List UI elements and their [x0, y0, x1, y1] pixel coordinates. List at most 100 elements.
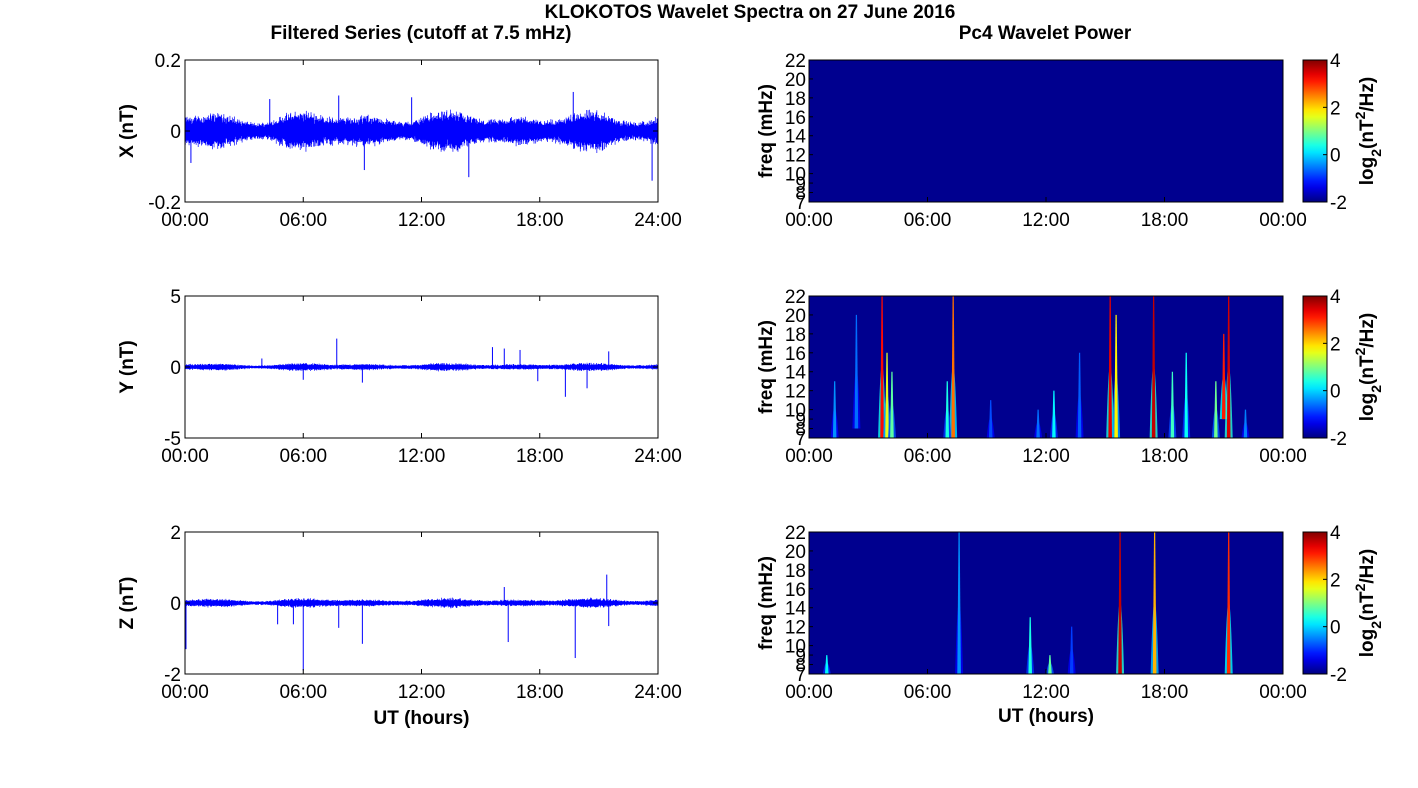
y-tick-label: 20: [785, 70, 806, 91]
y-tick-label: 0: [170, 358, 181, 379]
x-tick-label: 00:00: [785, 682, 833, 703]
y-tick-label: 16: [785, 108, 806, 129]
x-tick-label: 00:00: [161, 210, 209, 231]
x-tick-label: 18:00: [516, 682, 564, 703]
streak-core: [1151, 296, 1156, 438]
streak-core: [1028, 617, 1032, 674]
series-panel-y: -5 0 5 00:00 06:00 12:00 18:00 24:00 Y (nT): [117, 287, 682, 467]
x-tick-label: 12:00: [1022, 682, 1070, 703]
streak-core: [1069, 626, 1074, 674]
colorbar-tick-label: 0: [1330, 146, 1341, 167]
y-tick-label: 12: [785, 146, 806, 167]
streak-core: [1048, 655, 1052, 674]
x-tick-label: 06:00: [904, 682, 952, 703]
x-axis-label: UT (hours): [998, 706, 1094, 727]
y-tick-label: 12: [785, 382, 806, 403]
streak-core: [1152, 532, 1157, 674]
colorbar-tick-label: 0: [1330, 618, 1341, 639]
y-axis-label: freq (mHz): [756, 556, 777, 650]
right-column-title: Pc4 Wavelet Power: [959, 23, 1132, 44]
x-tick-label: 06:00: [279, 446, 327, 467]
streak-core: [1036, 409, 1040, 438]
colorbar-gradient: [1302, 295, 1328, 439]
colorbar: -2 0 2 4 log2(nT2/Hz): [1302, 287, 1384, 450]
y-tick-label: 20: [785, 306, 806, 327]
x-tick-label: 24:00: [634, 682, 682, 703]
colorbar-tick-label: 4: [1330, 523, 1341, 544]
y-tick-label: 8: [795, 184, 806, 205]
y-tick-label: 9: [795, 646, 806, 667]
colorbar-tick-label: 2: [1330, 570, 1341, 591]
streak-core: [1052, 390, 1056, 438]
colorbar-label: log2(nT2/Hz): [1352, 313, 1384, 421]
streak-core: [1226, 532, 1231, 674]
x-tick-label: 06:00: [904, 446, 952, 467]
x-tick-label: 12:00: [398, 210, 446, 231]
y-tick-label: 9: [795, 410, 806, 431]
y-tick-label: 5: [170, 287, 181, 308]
streak-core: [1226, 296, 1231, 438]
y-tick-label: 0.2: [155, 51, 181, 72]
y-tick-label: 14: [785, 363, 807, 384]
y-tick-label: 20: [785, 542, 806, 563]
x-tick-label: 00:00: [1259, 682, 1307, 703]
y-tick-label: 2: [170, 523, 181, 544]
colorbar: -2 0 2 4 log2(nT2/Hz): [1302, 51, 1384, 214]
streak-core: [957, 532, 961, 674]
colorbar-tick-label: -2: [1330, 665, 1347, 686]
streak-core: [1118, 532, 1122, 674]
y-tick-label: 7: [795, 193, 806, 214]
spectrum-background: [809, 532, 1283, 674]
streak-core: [885, 352, 889, 438]
spectrum-background: [809, 60, 1283, 202]
y-tick-label: 10: [785, 401, 806, 422]
colorbar-tick-label: 4: [1330, 51, 1341, 72]
y-tick-label: 8: [795, 420, 806, 441]
x-tick-label: 18:00: [516, 446, 564, 467]
x-axis-label: UT (hours): [373, 708, 469, 729]
streak-core: [890, 371, 894, 438]
y-axis-label: X (nT): [117, 104, 138, 158]
colorbar-tick-label: 4: [1330, 287, 1341, 308]
x-tick-label: 12:00: [398, 446, 446, 467]
spectrum-streaks: [830, 296, 1250, 438]
y-tick-label: 16: [785, 580, 806, 601]
streak-core: [1221, 333, 1226, 420]
y-tick-label: -2: [164, 665, 181, 686]
streak-core: [832, 381, 837, 438]
y-tick-label: 10: [785, 165, 806, 186]
x-tick-label: 18:00: [1141, 210, 1189, 231]
y-tick-label: 12: [785, 618, 806, 639]
y-tick-label: 22: [785, 523, 806, 544]
y-tick-label: -0.2: [148, 193, 181, 214]
streak-core: [824, 655, 829, 674]
x-tick-label: 00:00: [785, 210, 833, 231]
x-tick-label: 00:00: [1259, 210, 1307, 231]
y-axis-label: Z (nT): [117, 577, 138, 630]
colorbar-label: log2(nT2/Hz): [1352, 77, 1384, 185]
y-tick-label: 14: [785, 599, 807, 620]
streak-core: [1214, 381, 1218, 438]
y-axis-label: freq (mHz): [756, 320, 777, 414]
y-axis-label: Y (nT): [117, 340, 138, 393]
streak-core: [945, 381, 950, 438]
x-tick-label: 06:00: [904, 210, 952, 231]
x-tick-label: 00:00: [161, 682, 209, 703]
colorbar-gradient: [1302, 531, 1328, 675]
x-tick-label: 18:00: [516, 210, 564, 231]
streak-core: [880, 296, 884, 438]
streak-core: [1170, 371, 1175, 438]
y-tick-label: 8: [795, 656, 806, 677]
colorbar-tick-label: 0: [1330, 382, 1341, 403]
y-tick-label: 0: [170, 594, 181, 615]
streak-core: [1114, 314, 1118, 438]
colorbar-tick-label: 2: [1330, 334, 1341, 355]
streak-core: [854, 314, 859, 429]
y-axis-label: freq (mHz): [756, 84, 777, 178]
streak-core: [951, 296, 955, 438]
colorbar-tick-label: 2: [1330, 98, 1341, 119]
colorbar-tick-label: -2: [1330, 193, 1347, 214]
